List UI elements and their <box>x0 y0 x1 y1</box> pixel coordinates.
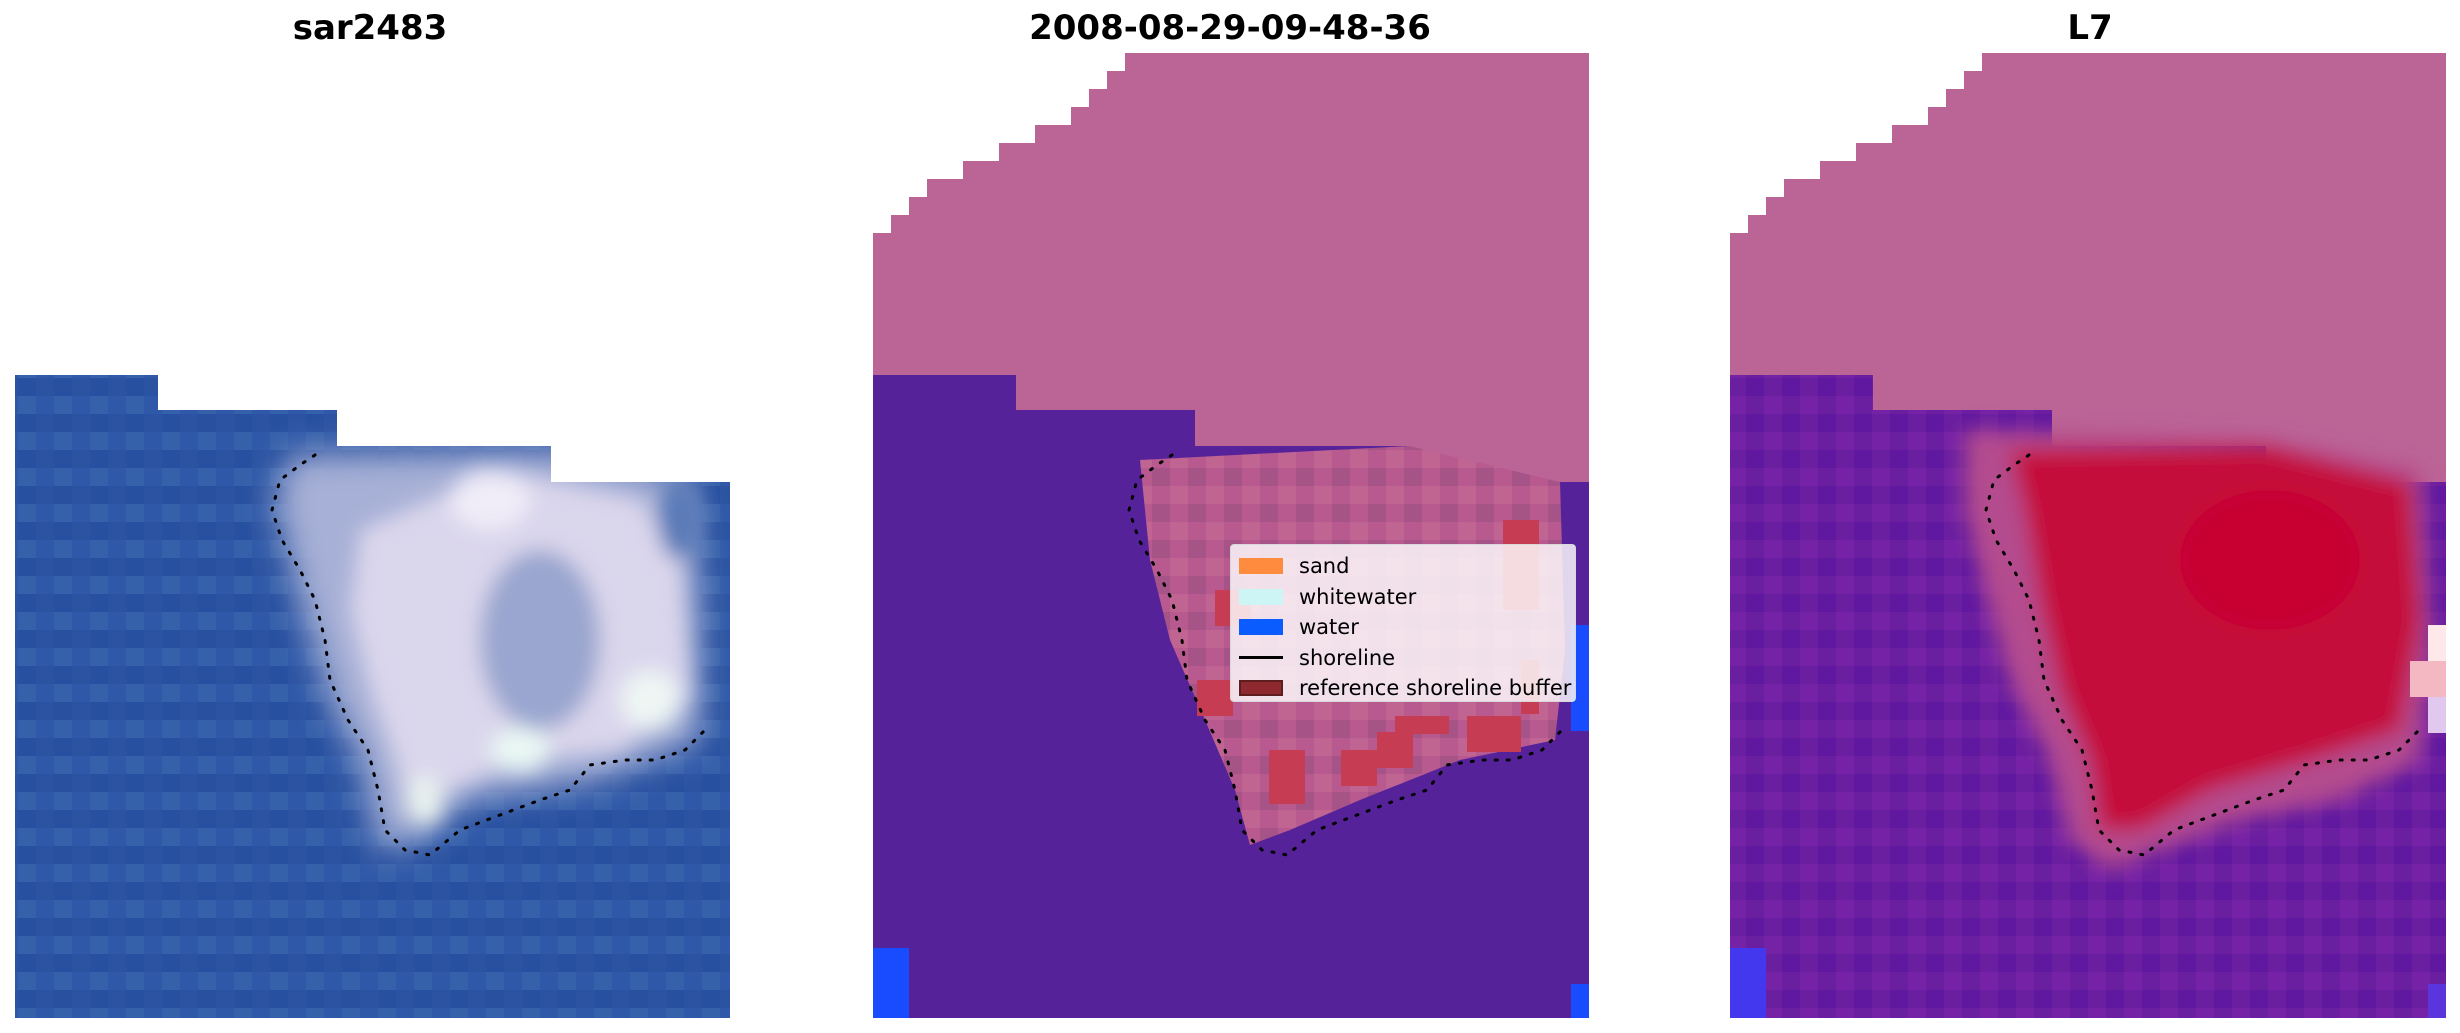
panel-title-rgb: sar2483 <box>292 8 448 48</box>
legend-item-reference-buffer: reference shoreline buffer <box>1239 673 1571 704</box>
legend-swatch-water <box>1239 619 1283 636</box>
legend-item-shoreline: shoreline <box>1239 643 1567 674</box>
legend-item-water: water <box>1239 612 1567 643</box>
legend-label-whitewater: whitewater <box>1299 584 1417 609</box>
legend-swatch-shoreline <box>1239 656 1283 660</box>
legend-label-shoreline: shoreline <box>1299 645 1396 670</box>
legend-item-sand: sand <box>1239 551 1567 582</box>
rgb-image <box>15 375 730 1018</box>
shoreline-rgb <box>270 453 707 857</box>
legend: sand whitewater water shoreline referenc… <box>1230 544 1576 702</box>
legend-swatch-sand <box>1239 558 1283 575</box>
legend-swatch-whitewater <box>1239 588 1283 605</box>
legend-item-whitewater: whitewater <box>1239 582 1567 613</box>
shoreline-index <box>1984 453 2421 857</box>
shoreline-classified <box>1127 453 1564 857</box>
legend-label-reference-buffer: reference shoreline buffer <box>1299 676 1572 701</box>
panel-title-index: L7 <box>2067 8 2113 48</box>
legend-label-water: water <box>1299 615 1359 640</box>
panel-title-classified: 2008-08-29-09-48-36 <box>1029 8 1431 48</box>
legend-swatch-reference-buffer <box>1239 680 1283 697</box>
legend-label-sand: sand <box>1299 554 1350 579</box>
index-image <box>1730 53 2446 1018</box>
classified-image <box>873 53 1589 1018</box>
